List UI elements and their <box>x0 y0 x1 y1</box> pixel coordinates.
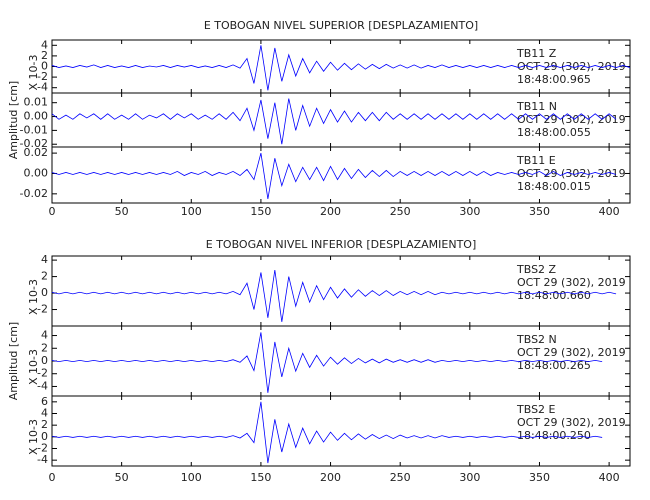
y-tick-label: -4 <box>37 453 48 466</box>
x-tick-label: 0 <box>49 471 56 484</box>
y-tick-label: -4 <box>37 81 48 94</box>
trace-label: OCT 29 (302), 2019 <box>517 346 626 359</box>
x-tick-label: 400 <box>599 471 620 484</box>
x-tick-label: 100 <box>181 471 202 484</box>
y-tick-label: 4 <box>41 38 48 51</box>
y-tick-label: -2 <box>37 303 48 316</box>
y-tick-label: -0.02 <box>20 137 48 150</box>
panel-frame <box>51 146 631 204</box>
trace <box>51 45 631 91</box>
y-tick-label: 0.00 <box>24 110 49 123</box>
x-tick-label: 300 <box>459 205 480 218</box>
x-tick-label: 50 <box>115 205 129 218</box>
y-tick-label: 2 <box>41 341 48 354</box>
x-tick-label: 350 <box>529 471 550 484</box>
x-tick-label: 200 <box>320 471 341 484</box>
scale-label: X 10-3 <box>27 349 40 385</box>
scale-label: X 10-3 <box>27 419 40 455</box>
trace <box>51 332 603 393</box>
y-tick-label: -4 <box>37 379 48 392</box>
y-tick-label: 0 <box>41 60 48 73</box>
x-tick-label: 300 <box>459 471 480 484</box>
y-tick-label: -2 <box>37 70 48 83</box>
trace-label: TBS2 N <box>516 333 557 346</box>
y-tick-label: -0.01 <box>20 123 48 136</box>
y-tick-label: 2 <box>41 49 48 62</box>
x-tick-label: 350 <box>529 205 550 218</box>
trace <box>51 401 603 464</box>
trace-label: OCT 29 (302), 2019 <box>517 416 626 429</box>
trace-label: 18:48:00.265 <box>517 359 591 372</box>
trace-label: 18:48:00.055 <box>517 126 591 139</box>
chart-title: E TOBOGAN NIVEL INFERIOR [DESPLAZAMIENTO… <box>206 238 477 251</box>
trace-label: TBS2 Z <box>516 263 557 276</box>
y-tick-label: 0.02 <box>24 146 49 159</box>
y-tick-label: 0 <box>41 430 48 443</box>
x-tick-label: 50 <box>115 471 129 484</box>
chart-title: E TOBOGAN NIVEL SUPERIOR [DESPLAZAMIENTO… <box>204 19 478 32</box>
x-tick-label: 250 <box>390 205 411 218</box>
trace-label: 18:48:00.965 <box>517 73 591 86</box>
y-axis-label: Amplitud [cm] <box>7 81 20 159</box>
trace <box>51 269 617 322</box>
y-tick-label: 0.01 <box>24 96 49 109</box>
y-tick-label: 0.00 <box>24 166 49 179</box>
y-tick-label: 4 <box>41 329 48 342</box>
trace-label: 18:48:00.250 <box>517 429 591 442</box>
trace-label: 18:48:00.015 <box>517 180 591 193</box>
trace-label: 18:48:00.660 <box>517 289 591 302</box>
y-axis-label: Amplitud [cm] <box>7 322 20 400</box>
y-tick-label: 6 <box>41 395 48 408</box>
y-tick-label: 4 <box>41 407 48 420</box>
panel-frame <box>51 395 631 467</box>
trace-label: OCT 29 (302), 2019 <box>517 276 626 289</box>
y-tick-label: 0 <box>41 286 48 299</box>
scale-label: X 10-3 <box>27 55 40 91</box>
y-tick-label: -0.02 <box>20 187 48 200</box>
y-tick-label: 0 <box>41 354 48 367</box>
x-tick-label: 0 <box>49 205 56 218</box>
x-tick-label: 150 <box>250 205 271 218</box>
trace-label: OCT 29 (302), 2019 <box>517 113 626 126</box>
trace-label: TB11 E <box>516 154 556 167</box>
x-tick-label: 400 <box>599 205 620 218</box>
y-tick-label: 2 <box>41 418 48 431</box>
trace-label: TB11 N <box>516 100 557 113</box>
x-tick-label: 200 <box>320 205 341 218</box>
trace-label: TB11 Z <box>516 47 557 60</box>
x-tick-label: 250 <box>390 471 411 484</box>
scale-label: X 10-3 <box>27 279 40 315</box>
y-tick-label: -2 <box>37 442 48 455</box>
x-tick-label: 100 <box>181 205 202 218</box>
y-tick-label: 4 <box>41 253 48 266</box>
y-tick-label: -2 <box>37 367 48 380</box>
trace <box>51 153 617 199</box>
trace <box>51 98 617 145</box>
x-tick-label: 150 <box>250 471 271 484</box>
trace-label: TBS2 E <box>516 403 556 416</box>
y-tick-label: 2 <box>41 270 48 283</box>
